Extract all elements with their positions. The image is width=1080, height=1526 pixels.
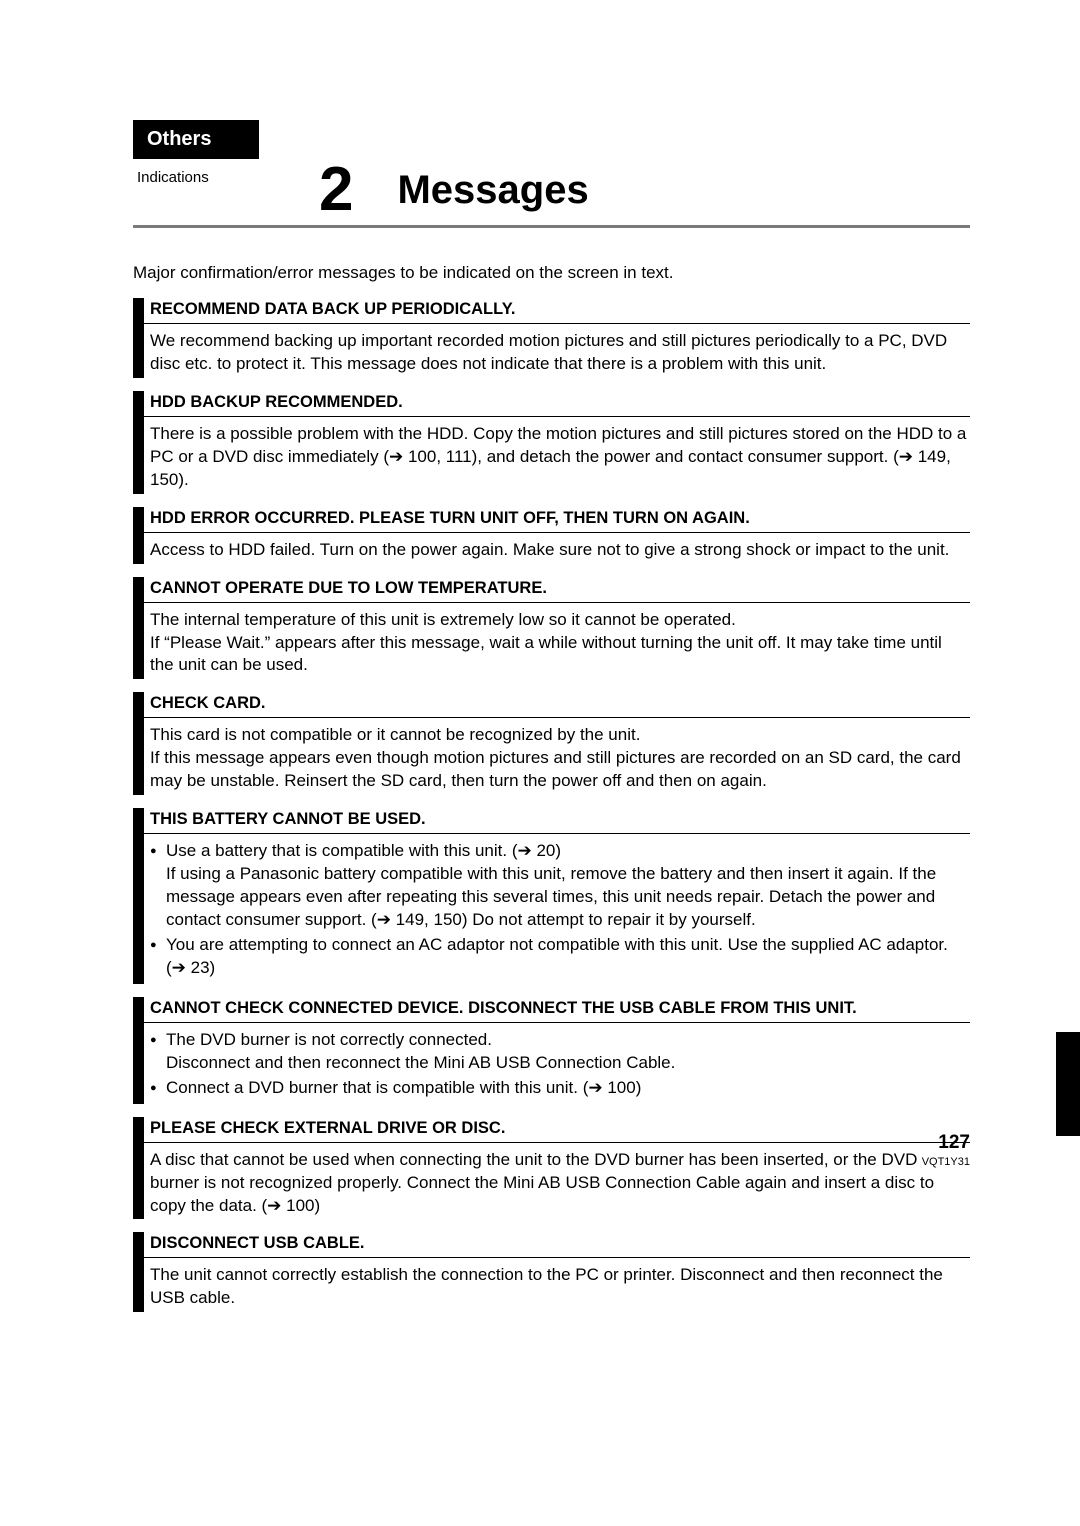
message-body: Use a battery that is compatible with th… <box>133 834 970 984</box>
chapter-number: 2 <box>319 159 353 221</box>
message-heading: CANNOT CHECK CONNECTED DEVICE. DISCONNEC… <box>133 997 970 1023</box>
document-id: VQT1Y31 <box>922 1156 970 1168</box>
section-tab: Others <box>133 120 259 159</box>
header-subtitle: Indications <box>133 159 319 186</box>
message-block: PLEASE CHECK EXTERNAL DRIVE OR DISC.A di… <box>133 1117 970 1220</box>
list-item: The DVD burner is not correctly connecte… <box>150 1029 970 1075</box>
page-title: Messages <box>397 168 588 213</box>
message-block: DISCONNECT USB CABLE.The unit cannot cor… <box>133 1232 970 1312</box>
message-block: CANNOT OPERATE DUE TO LOW TEMPERATURE.Th… <box>133 577 970 680</box>
message-block: CHECK CARD.This card is not compatible o… <box>133 692 970 795</box>
message-heading: THIS BATTERY CANNOT BE USED. <box>133 808 970 834</box>
side-thumb-tab <box>1056 1032 1080 1136</box>
message-block: THIS BATTERY CANNOT BE USED. Use a batter… <box>133 808 970 984</box>
message-body: The internal temperature of this unit is… <box>133 603 970 680</box>
list-item: Connect a DVD burner that is compatible … <box>150 1077 970 1100</box>
message-heading: DISCONNECT USB CABLE. <box>133 1232 970 1258</box>
list-item: You are attempting to connect an AC adap… <box>150 934 970 980</box>
message-heading: PLEASE CHECK EXTERNAL DRIVE OR DISC. <box>133 1117 970 1143</box>
page-header: Others Indications 2 Messages <box>133 120 970 228</box>
intro-text: Major confirmation/error messages to be … <box>133 262 970 285</box>
title-row: Indications 2 Messages <box>133 159 970 228</box>
messages-list: RECOMMEND DATA BACK UP PERIODICALLY.We r… <box>133 298 970 1312</box>
message-heading: CHECK CARD. <box>133 692 970 718</box>
message-heading: HDD BACKUP RECOMMENDED. <box>133 391 970 417</box>
message-body: There is a possible problem with the HDD… <box>133 417 970 494</box>
message-heading: RECOMMEND DATA BACK UP PERIODICALLY. <box>133 298 970 324</box>
message-body: This card is not compatible or it cannot… <box>133 718 970 795</box>
message-body: We recommend backing up important record… <box>133 324 970 378</box>
message-block: HDD ERROR OCCURRED. PLEASE TURN UNIT OFF… <box>133 507 970 564</box>
page-footer: 127 VQT1Y31 <box>922 1132 970 1168</box>
message-body: A disc that cannot be used when connecti… <box>133 1143 970 1220</box>
message-block: HDD BACKUP RECOMMENDED.There is a possib… <box>133 391 970 494</box>
list-item: Use a battery that is compatible with th… <box>150 840 970 932</box>
message-block: RECOMMEND DATA BACK UP PERIODICALLY.We r… <box>133 298 970 378</box>
message-body: Access to HDD failed. Turn on the power … <box>133 533 970 564</box>
page-number: 127 <box>922 1132 970 1154</box>
page-content: Others Indications 2 Messages Major conf… <box>0 0 1080 1352</box>
message-heading: HDD ERROR OCCURRED. PLEASE TURN UNIT OFF… <box>133 507 970 533</box>
message-block: CANNOT CHECK CONNECTED DEVICE. DISCONNEC… <box>133 997 970 1104</box>
message-body: The DVD burner is not correctly connecte… <box>133 1023 970 1104</box>
message-heading: CANNOT OPERATE DUE TO LOW TEMPERATURE. <box>133 577 970 603</box>
message-body: The unit cannot correctly establish the … <box>133 1258 970 1312</box>
